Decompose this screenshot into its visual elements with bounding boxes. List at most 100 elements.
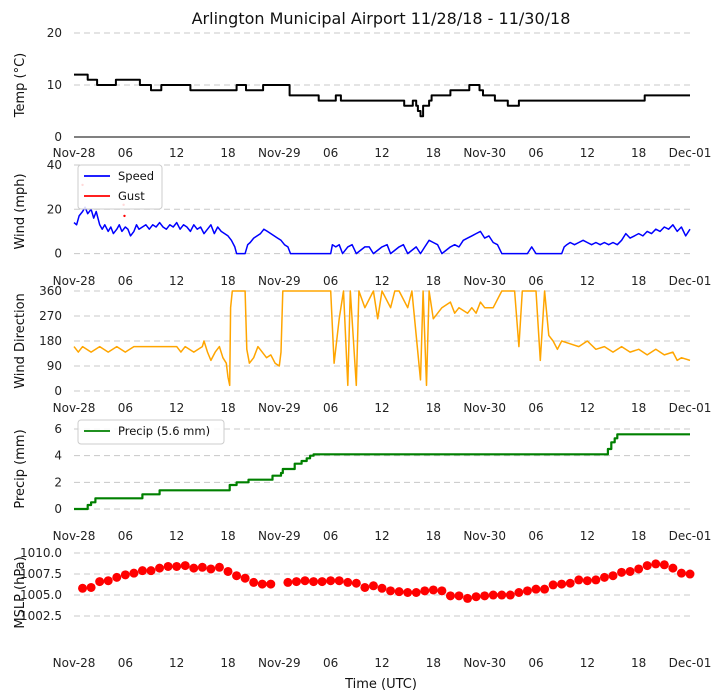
data-point-mslp bbox=[668, 563, 678, 573]
data-point-mslp bbox=[377, 583, 387, 593]
y-tick-label: 40 bbox=[47, 158, 62, 172]
data-point-mslp bbox=[95, 577, 105, 587]
x-tick-label: 18 bbox=[631, 146, 646, 160]
x-tick-label: 18 bbox=[220, 401, 235, 415]
x-tick-label: 12 bbox=[580, 401, 595, 415]
x-tick-label: 12 bbox=[374, 656, 389, 670]
x-tick-label: 18 bbox=[426, 146, 441, 160]
x-tick-label: Nov-29 bbox=[258, 401, 301, 415]
data-point-mslp bbox=[428, 585, 438, 595]
data-point-mslp bbox=[394, 587, 404, 597]
x-tick-label: Nov-30 bbox=[463, 274, 506, 288]
x-tick-label: 18 bbox=[220, 656, 235, 670]
x-tick-label: 06 bbox=[118, 274, 133, 288]
y-tick-label: 6 bbox=[54, 422, 62, 436]
x-tick-label: 18 bbox=[220, 529, 235, 543]
data-point-mslp bbox=[676, 568, 686, 578]
y-tick-label: 0 bbox=[54, 130, 62, 144]
x-tick-label: 06 bbox=[528, 656, 543, 670]
y-tick-label: 1002.5 bbox=[20, 609, 62, 623]
data-point-mslp bbox=[522, 586, 532, 596]
x-tick-label: 12 bbox=[580, 146, 595, 160]
x-tick-label: 18 bbox=[220, 146, 235, 160]
x-tick-label: 12 bbox=[374, 401, 389, 415]
data-point-mslp bbox=[454, 591, 464, 601]
x-tick-label: 06 bbox=[323, 146, 338, 160]
data-point-mslp bbox=[120, 570, 130, 580]
y-tick-label: 90 bbox=[47, 359, 62, 373]
x-tick-label: Nov-29 bbox=[258, 146, 301, 160]
x-tick-label: 18 bbox=[426, 274, 441, 288]
data-point-mslp bbox=[172, 561, 182, 571]
legend-box bbox=[77, 419, 225, 445]
y-tick-label: 1007.5 bbox=[20, 567, 62, 581]
x-tick-label: 18 bbox=[426, 656, 441, 670]
data-point-mslp bbox=[574, 575, 584, 585]
data-point-mslp bbox=[411, 588, 421, 597]
y-tick-label: 270 bbox=[39, 309, 62, 323]
y-axis-label: Precip (mm) bbox=[13, 429, 28, 508]
y-tick-label: 0 bbox=[54, 247, 62, 261]
x-tick-label: 06 bbox=[118, 656, 133, 670]
panel-temp: 0 10 20 Temp (°C) Nov-28 06 12 18 Nov-29 06 12 18 No… bbox=[13, 26, 711, 160]
data-point-mslp bbox=[146, 566, 156, 576]
y-tick-label: 10 bbox=[47, 78, 62, 92]
x-tick-label: 18 bbox=[631, 529, 646, 543]
x-tick-label: 12 bbox=[580, 529, 595, 543]
x-tick-label: 06 bbox=[118, 529, 133, 543]
data-point-mslp bbox=[249, 577, 259, 587]
data-point-mslp bbox=[685, 569, 695, 579]
x-tick-label: 06 bbox=[118, 146, 133, 160]
y-axis-label: MSLP (hPa) bbox=[13, 556, 28, 628]
y-axis-label: Wind (mph) bbox=[13, 173, 28, 249]
panel-wind: 0 20 40 Wind (mph) Nov-28 06 12 18 Nov-29 06 12 18 N… bbox=[13, 158, 711, 288]
data-point-mslp bbox=[497, 590, 507, 600]
y-tick-label: 4 bbox=[54, 449, 62, 463]
data-point-mslp bbox=[180, 561, 190, 571]
data-point-mslp bbox=[197, 562, 207, 572]
x-tick-label: Nov-28 bbox=[53, 274, 96, 288]
x-tick-label: 06 bbox=[323, 529, 338, 543]
x-tick-label: 12 bbox=[169, 146, 184, 160]
x-tick-label: 12 bbox=[374, 529, 389, 543]
data-point-mslp bbox=[642, 561, 652, 571]
x-tick-label: Dec-01 bbox=[669, 274, 712, 288]
y-tick-label: 360 bbox=[39, 284, 62, 298]
legend: Precip (5.6 mm) bbox=[77, 419, 225, 445]
x-tick-label: Nov-30 bbox=[463, 146, 506, 160]
series-line-precip-5-6-mm- bbox=[74, 433, 690, 511]
x-tick-label: 06 bbox=[528, 274, 543, 288]
x-axis-label: Time (UTC) bbox=[344, 677, 417, 692]
data-point-mslp bbox=[608, 571, 618, 581]
data-point-mslp bbox=[505, 590, 515, 600]
data-point-mslp bbox=[326, 576, 336, 586]
data-point-mslp bbox=[651, 559, 661, 569]
data-point-mslp bbox=[488, 590, 498, 600]
data-point-mslp bbox=[463, 593, 473, 603]
series-line-temperature bbox=[74, 73, 690, 118]
y-tick-label: 0 bbox=[54, 502, 62, 516]
data-point-gust bbox=[123, 214, 126, 218]
x-tick-label: Nov-30 bbox=[463, 529, 506, 543]
data-point-mslp bbox=[137, 566, 147, 576]
x-tick-label: 06 bbox=[323, 401, 338, 415]
data-point-mslp bbox=[257, 579, 267, 589]
y-tick-label: 2 bbox=[54, 475, 62, 489]
x-tick-label: 12 bbox=[580, 274, 595, 288]
data-point-mslp bbox=[291, 577, 301, 587]
x-tick-label: Nov-28 bbox=[53, 529, 96, 543]
data-point-mslp bbox=[368, 581, 378, 591]
data-point-mslp bbox=[317, 577, 327, 587]
x-tick-label: 12 bbox=[169, 656, 184, 670]
x-tick-label: 06 bbox=[323, 656, 338, 670]
data-point-mslp bbox=[266, 579, 276, 589]
x-tick-label: 06 bbox=[528, 401, 543, 415]
x-tick-label: Nov-28 bbox=[53, 656, 96, 670]
x-tick-label: Nov-29 bbox=[258, 656, 301, 670]
x-tick-label: Nov-30 bbox=[463, 401, 506, 415]
x-tick-label: Dec-01 bbox=[669, 401, 712, 415]
data-point-mslp bbox=[360, 582, 370, 592]
x-tick-label: Nov-29 bbox=[258, 274, 301, 288]
